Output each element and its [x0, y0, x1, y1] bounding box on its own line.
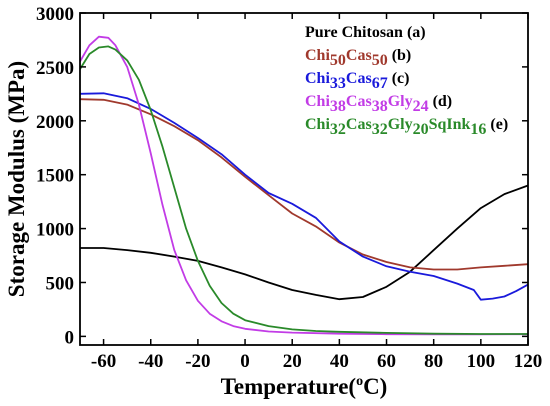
legend-text-part: 50	[372, 52, 388, 69]
y-tick-label: 1000	[36, 220, 74, 241]
x-axis-title-superscript: o	[356, 374, 363, 389]
legend-text-part: Gly	[388, 116, 413, 133]
x-axis-ticks: -60 -40 -20 0 20 40 60 80 100 120	[91, 13, 542, 372]
x-tick-label: 60	[377, 351, 396, 372]
legend-text-part: 16	[470, 121, 486, 138]
legend-text-part: (e)	[486, 116, 508, 133]
y-tick-label: 2000	[36, 112, 74, 133]
legend-text-part: 24	[413, 98, 429, 115]
y-tick-label: 1500	[36, 166, 74, 187]
legend-entry-c: Chi33Cas67 (c)	[305, 70, 409, 92]
legend-text-part: 32	[330, 121, 346, 138]
data-series-layer	[79, 35, 529, 336]
y-tick-label: 3000	[36, 4, 74, 25]
x-tick-label: 40	[330, 351, 349, 372]
legend-text-part: Cas	[346, 93, 372, 110]
x-axis-title: Temperature(oC)	[221, 374, 388, 399]
legend-text-part: 33	[330, 75, 346, 92]
legend-text-part: Chi	[305, 116, 330, 133]
legend-entry-a: Pure Chitosan (a)	[305, 24, 426, 41]
x-axis-title-main: Temperature(	[221, 374, 356, 399]
series-line-e	[79, 45, 528, 335]
x-tick-label: -40	[138, 351, 163, 372]
y-tick-label: 2500	[36, 58, 74, 79]
series-line-c	[79, 92, 529, 301]
legend-text-part: (b)	[388, 47, 412, 64]
legend-text-part: Chi	[305, 93, 330, 110]
y-axis-title: Storage Modulus (MPa)	[4, 61, 29, 297]
legend-text-part: SqInk	[429, 116, 471, 133]
x-tick-label: 20	[283, 351, 302, 372]
legend-entry-b: Chi50Cas50 (b)	[305, 47, 411, 69]
legend-text-part: 50	[330, 52, 346, 69]
y-tick-label: 500	[46, 273, 75, 294]
legend-text-part: 38	[372, 98, 388, 115]
x-tick-label: -20	[185, 351, 210, 372]
series-line-d	[79, 35, 529, 336]
x-axis-title-tail: C)	[363, 374, 387, 399]
legend-text-part: (c)	[388, 70, 410, 87]
x-tick-label: -60	[91, 351, 116, 372]
legend-text-part: 67	[372, 75, 388, 92]
legend-text-part: 20	[413, 121, 429, 138]
y-tick-label: 0	[65, 327, 75, 348]
legend-text-part: Cas	[346, 70, 372, 87]
x-tick-label: 120	[514, 351, 543, 372]
legend-entry-e: Chi32Cas32Gly20SqInk16 (e)	[305, 116, 508, 138]
legend-text-part: Chi	[305, 47, 330, 64]
legend-text-part: Gly	[388, 93, 413, 110]
legend: Pure Chitosan (a)Chi50Cas50 (b)Chi33Cas6…	[305, 24, 508, 138]
x-tick-label: 0	[240, 351, 250, 372]
y-axis-ticks: 0 500 1000 1500 2000 2500 3000	[36, 4, 528, 348]
series-line-b	[79, 98, 529, 271]
legend-entry-d: Chi38Cas38Gly24 (d)	[305, 93, 452, 115]
legend-text-part: 32	[372, 121, 388, 138]
series-line-a	[80, 184, 529, 301]
legend-text-part: (d)	[429, 93, 453, 110]
plot-frame	[79, 12, 529, 346]
x-tick-label: 80	[424, 351, 443, 372]
legend-text-part: 38	[330, 98, 346, 115]
legend-text-part: Pure Chitosan (a)	[305, 24, 426, 41]
legend-text-part: Chi	[305, 70, 330, 87]
legend-text-part: Cas	[346, 47, 372, 64]
legend-text-part: Cas	[346, 116, 372, 133]
x-tick-label: 100	[467, 351, 496, 372]
